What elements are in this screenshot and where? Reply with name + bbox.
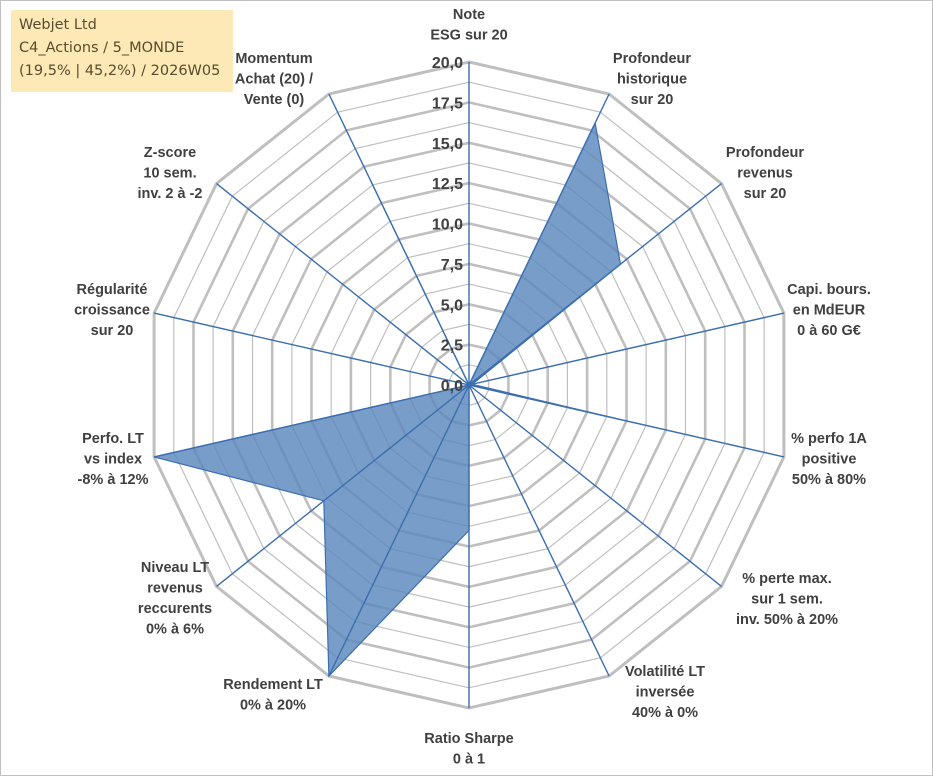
axis-spoke	[153, 384, 470, 458]
axis-label: Profondeur historique sur 20	[613, 51, 691, 108]
tick-label: 20,0	[432, 55, 463, 72]
axis-spoke	[328, 384, 470, 677]
axis-label-line: en MdEUR	[793, 303, 866, 319]
axis-label: Z-score 10 sem. inv. 2 à -2	[137, 145, 202, 202]
axis-spoke	[328, 93, 470, 386]
info-category: C4_Actions / 5_MONDE	[19, 40, 185, 56]
axis-label-line: revenus	[737, 166, 793, 182]
axis-label: Ratio Sharpe 0 à 1	[424, 731, 513, 768]
axis-spoke	[468, 93, 610, 386]
axis-label-line: inversée	[636, 685, 695, 701]
info-box: Webjet Ltd C4_Actions / 5_MONDE (19,5% |…	[11, 10, 233, 92]
axis-label-line: Profondeur	[613, 51, 691, 67]
axis-label: Profondeur revenus sur 20	[726, 145, 804, 202]
axis-label-line: 0% à 20%	[240, 698, 306, 714]
tick-label: 12,5	[432, 176, 463, 193]
axis-label-line: Volatilité LT	[625, 664, 705, 680]
axis-label-line: Perfo. LT	[82, 431, 144, 447]
axis-label: Niveau LT revenus reccurents 0% à 6%	[138, 560, 212, 638]
axis-spoke	[468, 384, 722, 587]
axis-label: Momentum Achat (20) / Vente (0)	[235, 51, 313, 108]
tick-label: 10,0	[432, 217, 463, 234]
axis-label-line: Capi. bours.	[787, 282, 871, 298]
axis-label-line: % perfo 1A	[791, 431, 867, 447]
axis-label-line: Achat (20) /	[235, 72, 313, 88]
tick-label: 7,5	[441, 257, 463, 274]
axis-label-line: Vente (0)	[244, 92, 305, 108]
tick-label: 2,5	[441, 338, 463, 355]
axis-label-line: inv. 2 à -2	[137, 186, 202, 202]
axis-label-line: sur 1 sem.	[751, 592, 823, 608]
axis-label: Régularité croissance sur 20	[74, 282, 150, 339]
axis-label: Rendement LT 0% à 20%	[223, 677, 323, 714]
axis-spoke	[468, 384, 610, 677]
axis-label-line: Profondeur	[726, 145, 804, 161]
axis-label-line: reccurents	[138, 601, 212, 617]
info-company-name: Webjet Ltd	[19, 17, 97, 33]
axis-label: % perte max. sur 1 sem. inv. 50% à 20%	[736, 571, 838, 628]
tick-label: 15,0	[432, 136, 463, 153]
tick-label: 5,0	[441, 297, 463, 314]
axis-label-line: inv. 50% à 20%	[736, 612, 838, 628]
axis-label-line: 50% à 80%	[792, 472, 866, 488]
axis-label-line: positive	[802, 452, 857, 468]
axis-label-line: Régularité	[77, 282, 148, 298]
axis-label-line: sur 20	[91, 323, 134, 339]
axis-label-line: 0 à 1	[453, 752, 485, 768]
axis-label-line: Note	[453, 7, 485, 23]
axis-label: Note ESG sur 20	[430, 7, 507, 44]
axis-label-line: revenus	[147, 581, 203, 597]
axis-label-line: -8% à 12%	[78, 472, 149, 488]
axis-label-line: 10 sem.	[143, 166, 196, 182]
axis-label-line: historique	[617, 72, 687, 88]
axis-label-line: Niveau LT	[141, 560, 209, 576]
axis-spoke	[468, 312, 785, 386]
tick-label-layer: 0,0 2,5 5,0 7,5 10,0 12,5 15,0 17,5 20,0	[432, 55, 463, 395]
axis-spoke	[153, 312, 470, 386]
spoke-layer	[153, 62, 785, 708]
axis-label-line: Rendement LT	[223, 677, 323, 693]
axis-label-line: vs index	[84, 452, 142, 468]
axis-label-line: Z-score	[144, 145, 196, 161]
axis-label-line: croissance	[74, 303, 150, 319]
axis-label: Capi. bours. en MdEUR 0 à 60 G€	[787, 282, 871, 339]
axis-label-layer: Note ESG sur 20 Profondeur historique sur 20…	[74, 7, 871, 768]
axis-spoke	[468, 183, 722, 386]
tick-label: 0,0	[441, 378, 463, 395]
axis-label: Perfo. LT vs index -8% à 12%	[78, 431, 149, 488]
axis-label-line: Ratio Sharpe	[424, 731, 513, 747]
axis-label: % perfo 1A positive 50% à 80%	[791, 431, 867, 488]
info-stats-week: (19,5% | 45,2%) / 2026W05	[19, 63, 221, 79]
tick-label: 17,5	[432, 95, 463, 112]
axis-label: Volatilité LT inversée 40% à 0%	[625, 664, 705, 721]
axis-label-line: % perte max.	[742, 571, 831, 587]
axis-spoke	[468, 384, 785, 458]
axis-label-line: Momentum	[235, 51, 312, 67]
axis-spoke	[216, 183, 470, 386]
axis-label-line: sur 20	[631, 92, 674, 108]
axis-label-line: 0 à 60 G€	[797, 323, 861, 339]
axis-spoke	[216, 384, 470, 587]
axis-label-line: 0% à 6%	[146, 622, 204, 638]
axis-label-line: sur 20	[744, 186, 787, 202]
axis-label-line: ESG sur 20	[430, 28, 507, 44]
axis-label-line: 40% à 0%	[632, 705, 698, 721]
